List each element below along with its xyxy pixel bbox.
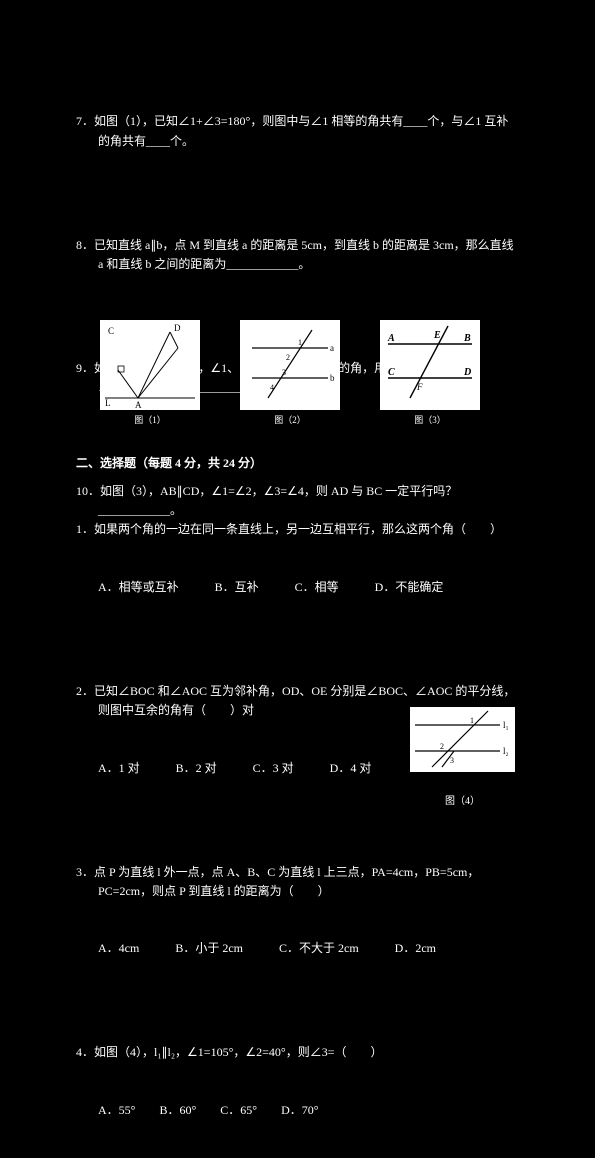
q8-num: 8． (76, 238, 94, 252)
mc-question-1: 1．如果两个角的一边在同一条直线上，另一边互相平行，那么这两个角（ ） (76, 520, 516, 539)
mc4-choices: A．55° B．60° C．65° D．70° (76, 1101, 516, 1120)
q7-num: 7． (76, 114, 94, 128)
fig3-label-c: C (388, 367, 395, 378)
mc-question-3: 3．点 P 为直线 l 外一点，点 A、B、C 为直线 l 上三点，PA=4cm… (76, 863, 516, 901)
figure-3-caption: 图（3） (380, 413, 480, 426)
fig1-label-l: L (105, 398, 111, 408)
mc1-text: 如果两个角的一边在同一条直线上，另一边互相平行，那么这两个角（ ） (94, 522, 502, 536)
fig2-label-b: b (330, 373, 335, 383)
figure-2-caption: 图（2） (240, 413, 340, 426)
fig2-label-a: a (330, 343, 334, 353)
fig2-label-1: 1 (298, 338, 302, 347)
figure-1: C D A L 图（1） (100, 320, 200, 410)
fig2-label-3: 3 (282, 368, 286, 377)
figure-row: C D A L 图（1） a b 1 2 3 4 图（2） (100, 320, 480, 410)
fig1-label-c: C (108, 326, 114, 336)
mc1-num: 1． (76, 522, 94, 536)
question-7: 7．如图（1），已知∠1+∠3=180°，则图中与∠1 相等的角共有____个，… (76, 112, 516, 150)
fig3-label-a: A (387, 333, 395, 344)
fig3-label-f: F (416, 382, 423, 392)
q9-num: 9． (76, 361, 94, 375)
figure-3-svg: A B C D E F (380, 320, 480, 410)
fig4-label-2: 2 (440, 742, 444, 751)
fig1-label-d: D (174, 323, 181, 333)
mc3-choices: A．4cm B．小于 2cm C．不大于 2cm D．2cm (76, 939, 516, 958)
fig1-label-a: A (135, 400, 142, 410)
fig4-label-l2: l₂ (503, 746, 509, 756)
fig3-label-e: E (433, 330, 441, 341)
mc3-num: 3． (76, 865, 94, 879)
q8-text: 已知直线 a∥b，点 M 到直线 a 的距离是 5cm，到直线 b 的距离是 3… (94, 238, 517, 271)
section-header: 二、选择题（每题 4 分，共 24 分） (76, 454, 516, 473)
fig4-label-1: 1 (470, 716, 474, 725)
mc4-num: 4． (76, 1045, 94, 1059)
fig3-label-b: B (463, 333, 471, 344)
q7-text: 如图（1），已知∠1+∠3=180°，则图中与∠1 相等的角共有____个，与∠… (94, 114, 508, 147)
figure-2-svg: a b 1 2 3 4 (240, 320, 340, 410)
page: 7．如图（1），已知∠1+∠3=180°，则图中与∠1 相等的角共有____个，… (0, 0, 595, 842)
fig4-label-l1: l₁ (503, 720, 509, 730)
mc-question-4: 4．如图（4），l₁∥l₂，∠1=105°，∠2=40°，则∠3=（ ） (76, 1043, 516, 1062)
figure-4-caption: 图（4） (410, 792, 515, 807)
fig3-label-d: D (463, 367, 471, 378)
mc-questions: 1．如果两个角的一边在同一条直线上，另一边互相平行，那么这两个角（ ） A．相等… (76, 482, 516, 1158)
mc2-num: 2． (76, 684, 94, 698)
fig2-label-4: 4 (270, 383, 274, 392)
mc3-text: 点 P 为直线 l 外一点，点 A、B、C 为直线 l 上三点，PA=4cm，P… (94, 865, 479, 898)
figure-2: a b 1 2 3 4 图（2） (240, 320, 340, 410)
figure-1-caption: 图（1） (100, 413, 200, 426)
figure-3: A B C D E F 图（3） (380, 320, 480, 410)
fig4-label-3: 3 (450, 756, 454, 765)
figure-4: l₁ l₂ 1 2 3 (410, 707, 515, 772)
figure-4-svg: l₁ l₂ 1 2 3 (410, 707, 515, 772)
mc4-text: 如图（4），l₁∥l₂，∠1=105°，∠2=40°，则∠3=（ ） (94, 1045, 382, 1059)
figure-1-svg: C D A L (100, 320, 200, 410)
question-8: 8．已知直线 a∥b，点 M 到直线 a 的距离是 5cm，到直线 b 的距离是… (76, 236, 516, 274)
fig2-label-2: 2 (286, 353, 290, 362)
mc1-choices: A．相等或互补 B．互补 C．相等 D．不能确定 (76, 578, 516, 597)
